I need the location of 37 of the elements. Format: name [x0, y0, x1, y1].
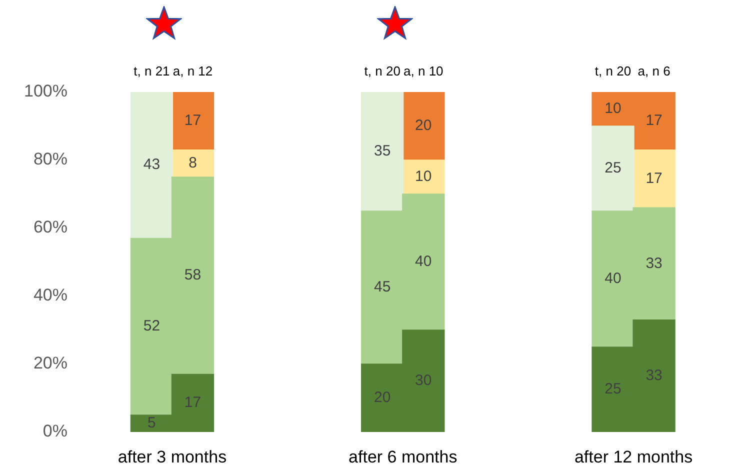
data-label: 17: [184, 394, 202, 412]
data-label: 33: [646, 254, 662, 272]
x-tick-label: a, n 6: [638, 64, 670, 79]
x-tick-label: t, n 20: [364, 64, 400, 79]
data-label: 30: [415, 372, 432, 390]
data-label: 25: [604, 380, 622, 398]
y-tick-label: 80%: [33, 150, 68, 169]
data-label: 25: [604, 160, 622, 177]
y-tick-label: 40%: [33, 286, 68, 305]
data-label: 10: [415, 168, 432, 186]
data-label: 17: [646, 112, 662, 130]
data-label: 20: [374, 389, 391, 406]
data-label: 10: [604, 100, 622, 118]
data-label: 17: [184, 112, 202, 130]
data-label: 52: [143, 318, 160, 335]
data-label: 17: [646, 170, 662, 187]
data-label: 20: [415, 117, 432, 134]
data-label: 8: [188, 154, 197, 172]
text: after 6 months: [348, 448, 458, 467]
data-label: 40: [415, 253, 432, 270]
x-tick-label: a, n 12: [172, 64, 213, 79]
text: after 12 months: [574, 448, 693, 467]
data-label: 40: [604, 270, 622, 288]
x-tick-label: a, n 10: [404, 64, 444, 79]
data-label: 35: [374, 142, 391, 160]
data-label: 43: [143, 156, 160, 174]
data-label: 58: [184, 266, 202, 284]
data-label: 33: [646, 367, 662, 384]
y-tick-label: 100%: [24, 82, 68, 101]
y-tick-label: 60%: [33, 218, 68, 237]
y-tick-label: 20%: [33, 354, 68, 373]
x-tick-label: t, n 20: [594, 64, 632, 79]
y-tick-label: 0%: [42, 422, 68, 441]
data-label: 45: [374, 278, 391, 296]
text: after 3 months: [118, 448, 227, 467]
data-label: 5: [148, 414, 156, 432]
x-tick-label: t, n 21: [134, 64, 170, 79]
